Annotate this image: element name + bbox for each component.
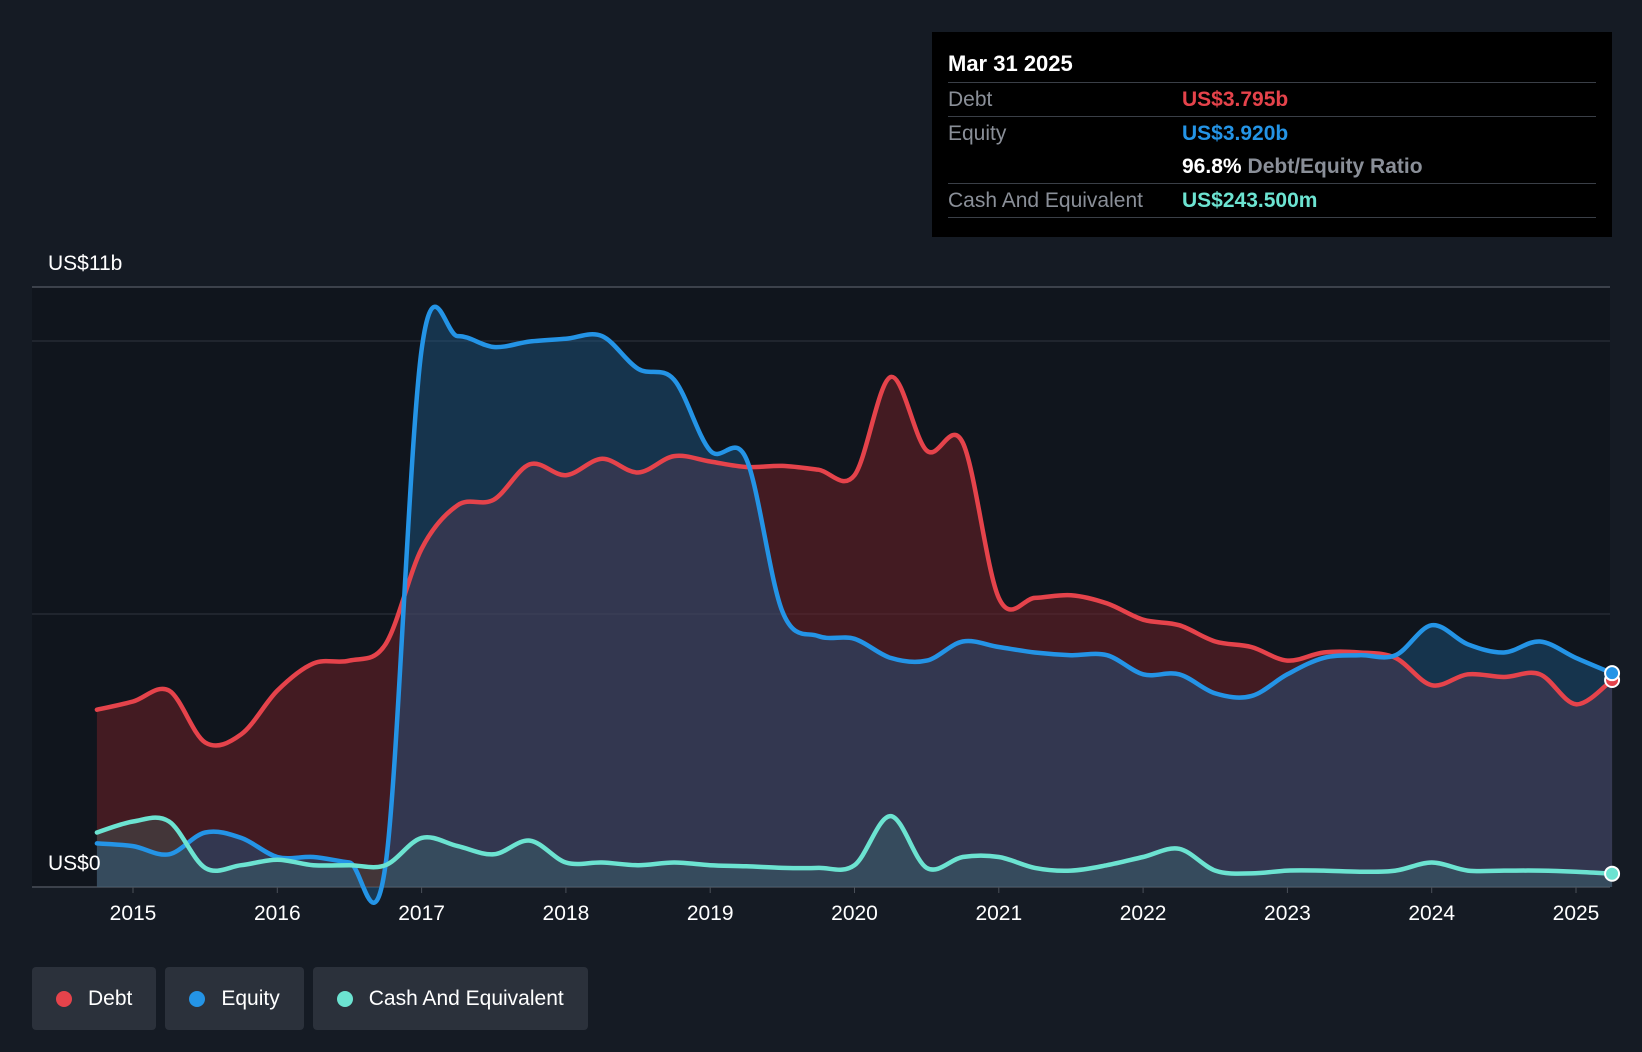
- tooltip-cash-label: Cash And Equivalent: [948, 188, 1143, 212]
- tooltip-ratio-row: 96.8% Debt/Equity Ratio: [948, 150, 1596, 183]
- tooltip-equity-label: Equity: [948, 121, 1007, 145]
- tooltip-date: Mar 31 2025: [948, 51, 1073, 76]
- hover-tooltip: Mar 31 2025 Debt US$3.795b Equity US$3.9…: [932, 32, 1612, 237]
- cash-end-marker: [1604, 865, 1621, 882]
- legend-item-debt[interactable]: Debt: [32, 967, 157, 1030]
- legend-equity-label: Equity: [221, 986, 280, 1010]
- cash-dot-icon: [336, 990, 353, 1007]
- x-tick-label: 2020: [831, 902, 878, 925]
- x-tick-label: 2017: [398, 902, 445, 925]
- tooltip-cash-row: Cash And Equivalent US$243.500m: [948, 183, 1596, 217]
- legend-item-equity[interactable]: Equity: [165, 967, 304, 1030]
- cash-line: [94, 813, 1615, 876]
- x-tick-label: 2023: [1264, 902, 1311, 925]
- y-axis-bottom-label: US$0: [48, 852, 101, 875]
- x-tick-label: 2019: [687, 902, 734, 925]
- x-tick-label: 2016: [254, 902, 301, 925]
- x-tick-label: 2018: [543, 902, 590, 925]
- tooltip-equity-row: Equity US$3.920b: [948, 116, 1596, 150]
- chart-legend: Debt Equity Cash And Equivalent: [32, 967, 588, 1030]
- equity-line: [94, 304, 1615, 905]
- y-axis-top-label: US$11b: [48, 252, 122, 275]
- equity-area: [96, 306, 1613, 903]
- x-tick-label: 2022: [1120, 902, 1167, 925]
- legend-item-cash[interactable]: Cash And Equivalent: [312, 967, 588, 1030]
- tooltip-cash-value: US$243.500m: [1182, 188, 1318, 212]
- tooltip-debt-label: Debt: [948, 87, 993, 111]
- debt-dot-icon: [56, 990, 72, 1007]
- tooltip-debt-row: Debt US$3.795b: [948, 82, 1596, 116]
- tooltip-ratio-value: 96.8%: [1182, 154, 1242, 178]
- equity-end-marker: [1604, 665, 1621, 682]
- debt-line: [94, 374, 1615, 748]
- x-tick-label: 2015: [110, 902, 157, 925]
- tooltip-divider: [948, 217, 1596, 218]
- x-tick-label: 2025: [1553, 902, 1600, 925]
- legend-cash-label: Cash And Equivalent: [368, 986, 564, 1010]
- cash-area: [96, 816, 1613, 887]
- legend-debt-label: Debt: [88, 986, 133, 1010]
- tooltip-debt-value: US$3.795b: [1182, 87, 1289, 111]
- debt-area: [96, 376, 1613, 887]
- equity-dot-icon: [189, 990, 206, 1007]
- x-tick-label: 2024: [1408, 902, 1455, 925]
- x-tick-label: 2021: [975, 902, 1022, 925]
- tooltip-equity-value: US$3.920b: [1182, 121, 1289, 145]
- tooltip-ratio-label: Debt/Equity Ratio: [1247, 154, 1423, 178]
